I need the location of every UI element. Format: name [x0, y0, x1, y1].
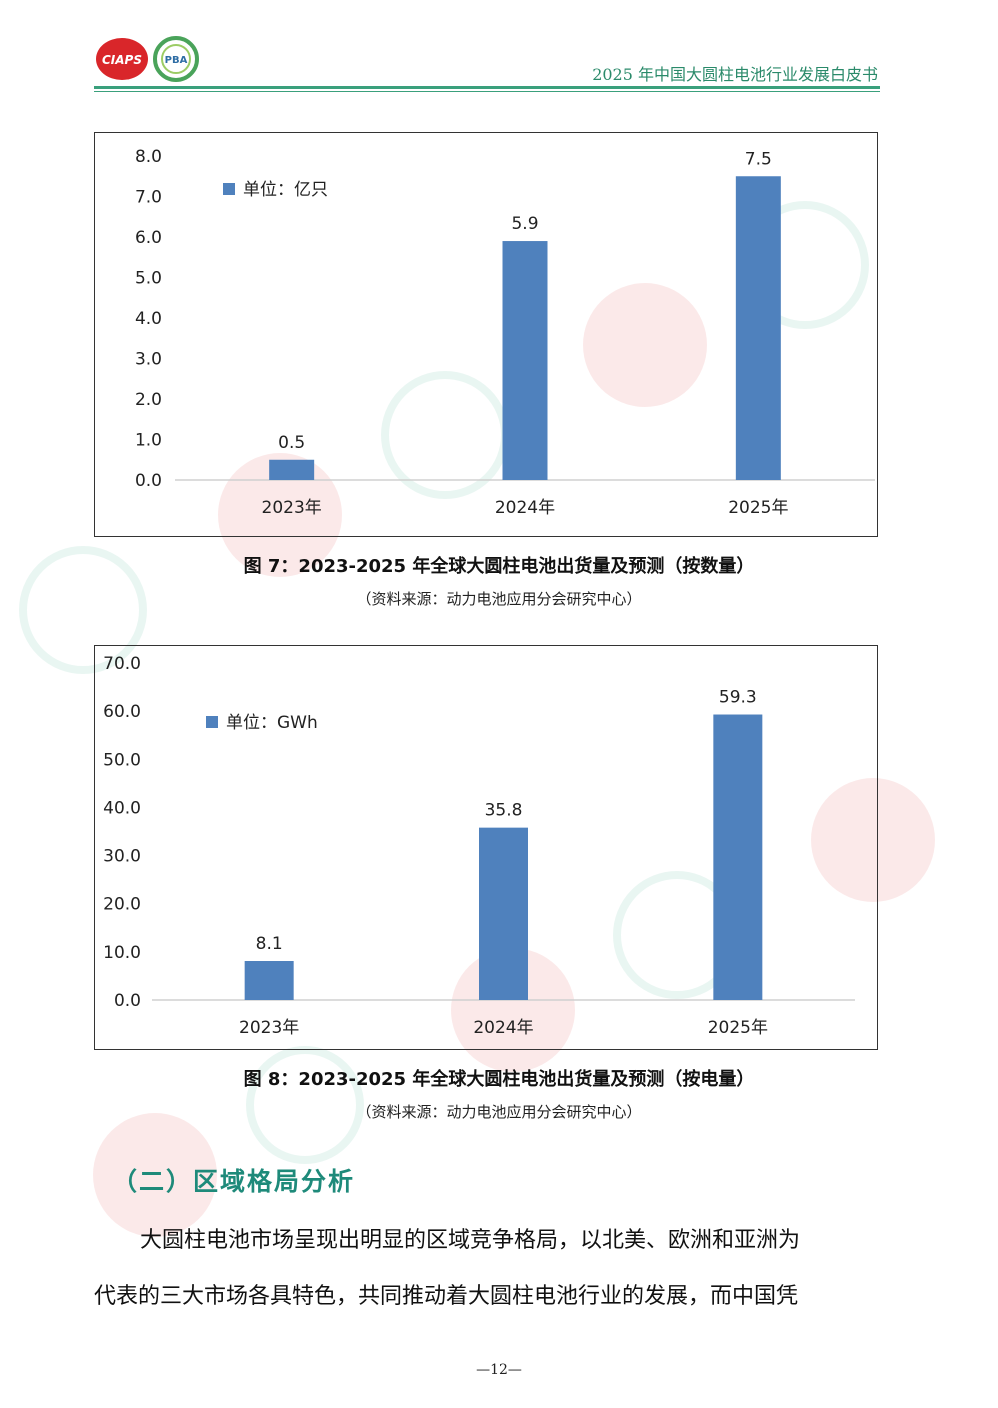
- bar: [502, 241, 548, 480]
- data-label: 5.9: [511, 214, 538, 234]
- header-title: 2025 年中国大圆柱电池行业发展白皮书: [592, 65, 878, 84]
- pba-logo: PBA: [152, 36, 200, 86]
- bar: [244, 961, 294, 1000]
- y-tick-label: 5.0: [135, 269, 162, 289]
- y-tick-label: 2.0: [135, 390, 162, 410]
- legend-swatch: [223, 183, 235, 195]
- chart-frame-units: 0.0 1.0 2.0 3.0 4.0 5.0 6.0 7.0 8.0 0.5 2023年 5.9 20…: [94, 132, 878, 537]
- y-tick-label: 4.0: [135, 309, 162, 329]
- ciaps-logo: CIAPS: [94, 36, 150, 86]
- x-tick-label: 2023年: [239, 1018, 299, 1038]
- bar-chart-energy: 0.0 10.0 20.0 30.0 40.0 50.0 60.0 70.0 8.1 2023年 3…: [103, 654, 855, 1038]
- y-tick-label: 40.0: [103, 798, 141, 818]
- y-tick-label: 1.0: [135, 431, 162, 451]
- y-tick-label: 20.0: [103, 895, 141, 915]
- x-tick-label: 2024年: [473, 1018, 533, 1038]
- y-tick-label: 30.0: [103, 847, 141, 867]
- header-rule-thin: [94, 91, 880, 92]
- bar: [479, 827, 528, 1000]
- page-number: —12—: [476, 1362, 522, 1378]
- figure-source: （资料来源：动力电池应用分会研究中心）: [356, 1103, 642, 1121]
- data-label: 7.5: [745, 149, 772, 169]
- svg-text:CIAPS: CIAPS: [102, 53, 142, 67]
- x-tick-label: 2024年: [495, 498, 555, 518]
- legend-label: 单位：GWh: [226, 713, 318, 733]
- legend-swatch: [206, 716, 218, 728]
- y-tick-label: 0.0: [135, 471, 162, 491]
- bar: [269, 459, 315, 480]
- x-tick-label: 2025年: [708, 1018, 768, 1038]
- bar: [713, 714, 763, 1000]
- y-tick-label: 7.0: [135, 188, 162, 208]
- bar-chart-units: 0.0 1.0 2.0 3.0 4.0 5.0 6.0 7.0 8.0 0.5 2023年 5.9 20…: [135, 147, 875, 518]
- data-label: 8.1: [256, 934, 283, 954]
- figure-caption: 图 8：2023-2025 年全球大圆柱电池出货量及预测（按电量）: [243, 1069, 755, 1090]
- section-heading: （二）区域格局分析: [112, 1167, 356, 1196]
- x-tick-label: 2023年: [262, 498, 322, 518]
- y-tick-label: 60.0: [103, 702, 141, 722]
- y-tick-label: 0.0: [114, 991, 141, 1011]
- y-tick-label: 50.0: [103, 750, 141, 770]
- svg-text:PBA: PBA: [165, 55, 188, 66]
- figure-source: （资料来源：动力电池应用分会研究中心）: [356, 590, 642, 608]
- paragraph-line: 大圆柱电池市场呈现出明显的区域竞争格局，以北美、欧洲和亚洲为: [140, 1228, 801, 1253]
- y-tick-label: 70.0: [103, 654, 141, 674]
- x-tick-label: 2025年: [728, 498, 788, 518]
- y-tick-label: 10.0: [103, 943, 141, 963]
- bar: [735, 176, 781, 480]
- legend-label: 单位：亿只: [243, 180, 328, 200]
- paragraph-line: 代表的三大市场各具特色，共同推动着大圆柱电池行业的发展，而中国凭: [94, 1284, 799, 1309]
- data-label: 0.5: [278, 433, 305, 453]
- header-rule: [94, 86, 880, 89]
- figure-caption: 图 7：2023-2025 年全球大圆柱电池出货量及预测（按数量）: [243, 556, 755, 577]
- y-tick-label: 3.0: [135, 350, 162, 370]
- y-tick-label: 8.0: [135, 147, 162, 167]
- data-label: 59.3: [719, 688, 757, 708]
- chart-frame-energy: 0.0 10.0 20.0 30.0 40.0 50.0 60.0 70.0 8.1 2023年 3…: [94, 645, 878, 1050]
- data-label: 35.8: [485, 801, 523, 821]
- y-tick-label: 6.0: [135, 228, 162, 248]
